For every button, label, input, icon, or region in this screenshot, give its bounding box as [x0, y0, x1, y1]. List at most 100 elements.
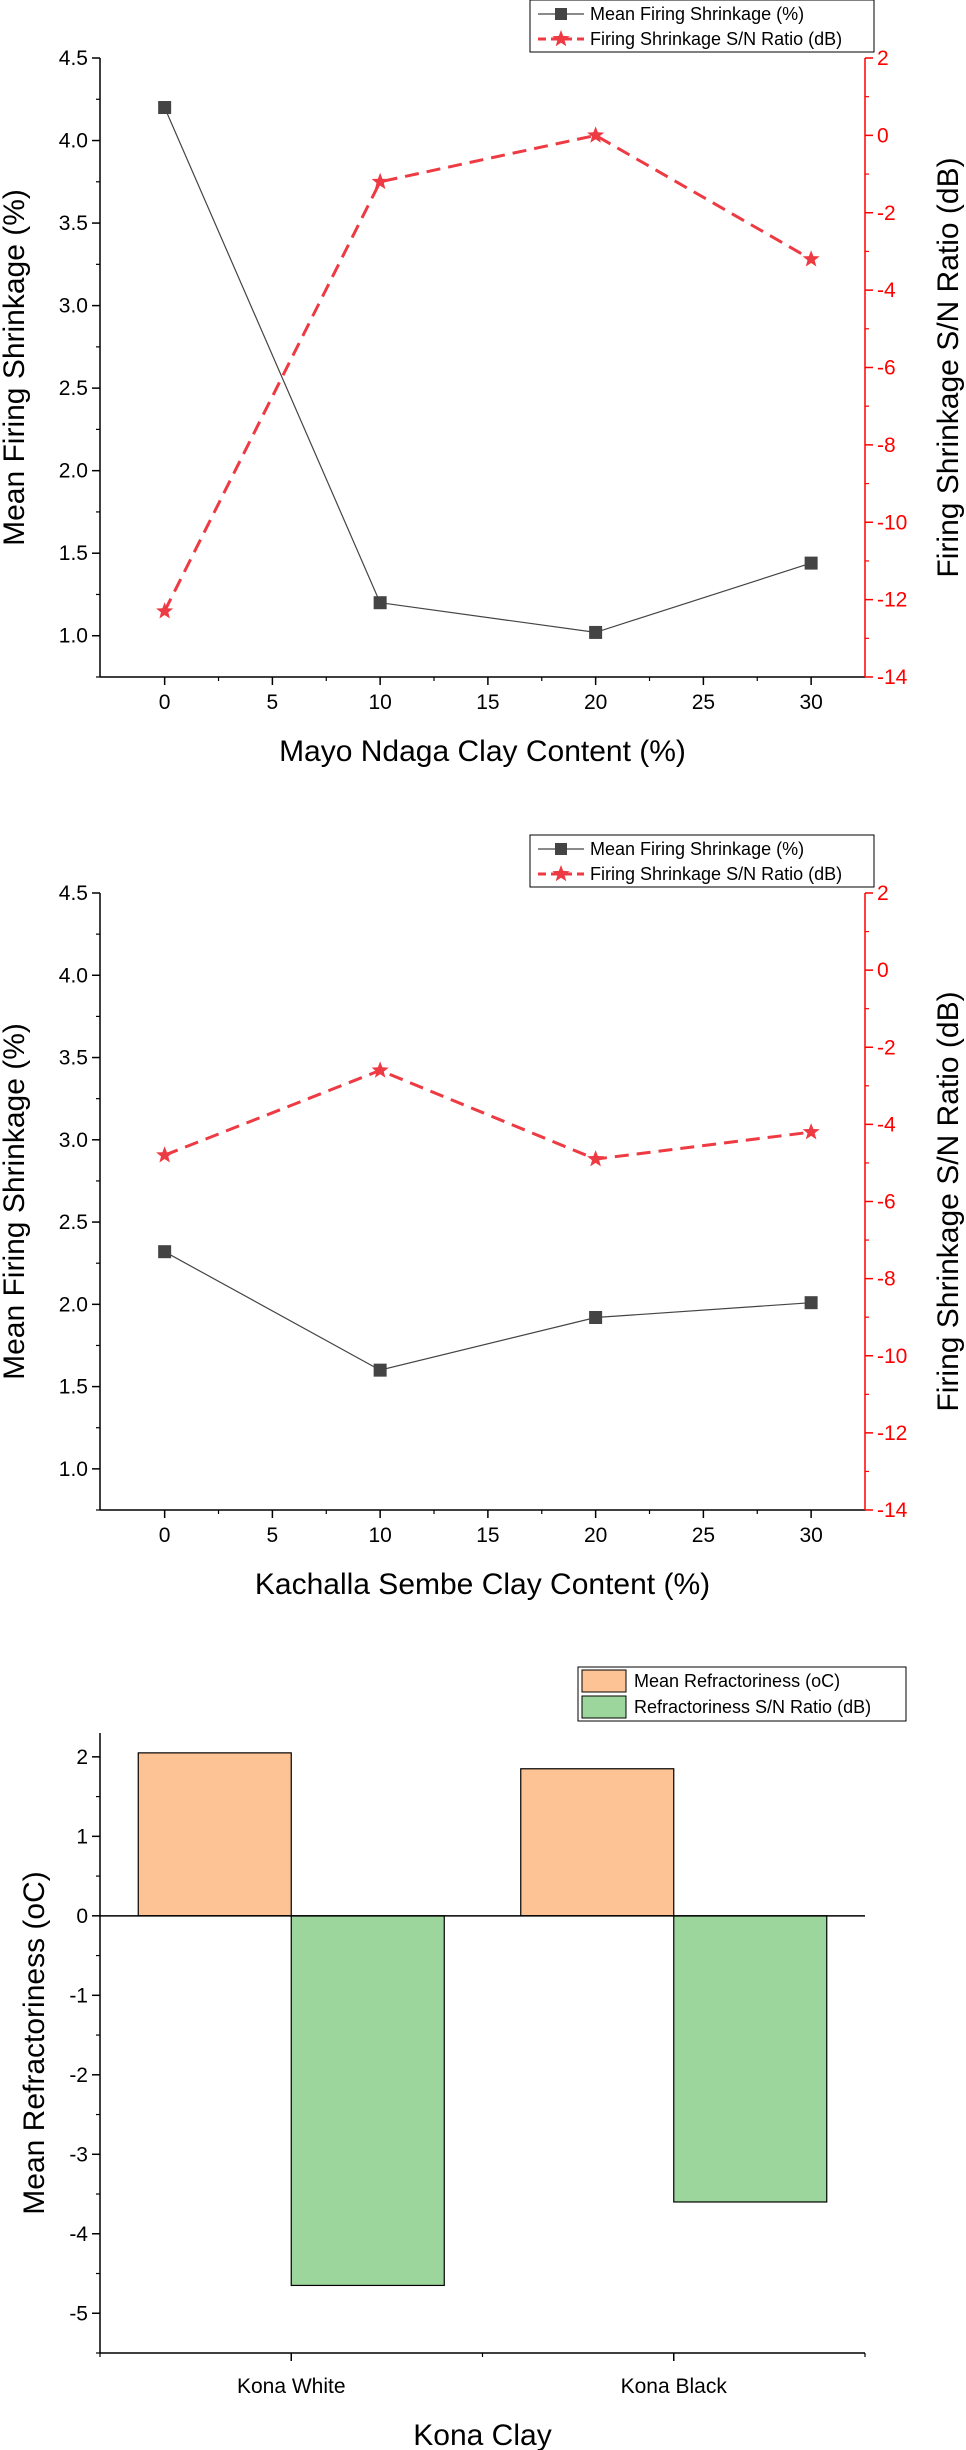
y2-tick-label: -10 — [877, 1345, 907, 1368]
y-tick-label: 1.5 — [59, 542, 88, 565]
y-tick-label: 2.0 — [59, 1293, 88, 1316]
y2-tick-label: -14 — [877, 1499, 908, 1522]
bar-1 — [520, 1768, 675, 1917]
x-tick-label: 0 — [159, 691, 171, 714]
legend-marker — [552, 30, 570, 47]
y-tick-label: 4.0 — [59, 964, 88, 987]
y2-tick-label: -12 — [877, 1422, 907, 1445]
data-point — [802, 250, 820, 267]
y2-tick-label: 2 — [877, 882, 889, 905]
x-axis-label: Kona Clay — [413, 2419, 551, 2450]
legend-marker — [552, 865, 570, 882]
chart-2: 0 5 10 15 20 25 301.01.52.02.53.03.54.04.5-14-… — [0, 834, 965, 1601]
chart-1: 0 5 10 15 20 25 301.01.52.02.53.03.54.04.5-14-… — [0, 0, 965, 768]
y-axis-label: Mean Firing Shrinkage (%) — [0, 189, 31, 546]
data-point — [156, 602, 174, 619]
series-line-1 — [164, 107, 812, 634]
series-line-1 — [164, 1251, 812, 1371]
legend-box — [529, 834, 875, 888]
legend-marker — [555, 843, 567, 855]
data-point — [158, 101, 172, 115]
y-axis-label: Mean Firing Shrinkage (%) — [0, 1023, 31, 1380]
legend: Mean Firing Shrinkage (%) Firing Shrinkag… — [529, 834, 875, 888]
x-tick-label: 30 — [799, 691, 822, 714]
legend: Mean Refractoriness (oC) Refractoriness S… — [577, 1666, 907, 1722]
data-point — [802, 1123, 820, 1140]
y-tick-label: 4.0 — [59, 130, 88, 153]
x-tick-label: 10 — [368, 1524, 391, 1547]
y2-tick-label: -6 — [877, 1191, 896, 1214]
y-tick-label: 2.5 — [59, 1211, 88, 1234]
data-point — [373, 596, 387, 610]
y2-tick-label: -8 — [877, 1268, 896, 1291]
legend-label: Mean Refractoriness (oC) — [634, 1671, 840, 1691]
y-tick-label: 3.5 — [59, 212, 88, 235]
x-tick-label: 20 — [584, 691, 607, 714]
legend: Mean Firing Shrinkage (%) Firing Shrinkag… — [529, 0, 875, 53]
x-tick-label: 25 — [692, 1524, 715, 1547]
x-tick-label: Kona White — [237, 2375, 346, 2398]
y-tick-label: 1 — [76, 1825, 88, 1848]
y2-axis-label: Firing Shrinkage S/N Ratio (dB) — [932, 157, 965, 577]
x-axis-label: Kachalla Sembe Clay Content (%) — [255, 1568, 710, 1601]
y-axis-label: Mean Refractoriness (oC) — [18, 1871, 51, 2214]
legend-box — [529, 0, 875, 53]
y-tick-label: -1 — [69, 1984, 88, 2007]
x-tick-label: 30 — [799, 1524, 822, 1547]
x-axis-label: Mayo Ndaga Clay Content (%) — [279, 735, 686, 768]
x-tick-label: 0 — [159, 1524, 171, 1547]
x-tick-label: 10 — [368, 691, 391, 714]
y2-tick-label: -4 — [877, 279, 896, 302]
y-tick-label: 1.0 — [59, 1458, 88, 1481]
y-tick-label: 2 — [76, 1746, 88, 1769]
bar-2 — [290, 1915, 445, 2287]
x-tick-label: 20 — [584, 1524, 607, 1547]
x-tick-label: Kona Black — [621, 2375, 728, 2398]
y2-tick-label: 0 — [877, 959, 889, 982]
data-point — [589, 625, 603, 639]
y-tick-label: 3.5 — [59, 1047, 88, 1070]
y-tick-label: 3.0 — [59, 1129, 88, 1152]
legend-box — [577, 1666, 907, 1722]
y2-tick-label: -12 — [877, 589, 907, 612]
data-point — [589, 1310, 603, 1324]
x-tick-label: 15 — [476, 1524, 499, 1547]
y-tick-label: 4.5 — [59, 47, 88, 70]
data-point — [158, 1245, 172, 1259]
chart-3: -5 -4 -3 -2 -1 0 1 2 Kona White Kona Black Kona Cl… — [18, 1666, 907, 2450]
y-tick-label: 3.0 — [59, 295, 88, 318]
x-tick-label: 5 — [267, 1524, 279, 1547]
y2-tick-label: 2 — [877, 47, 889, 70]
data-point — [804, 556, 818, 570]
y-tick-label: -4 — [69, 2223, 88, 2246]
x-tick-label: 5 — [267, 691, 279, 714]
data-point — [371, 172, 389, 190]
y2-tick-label: -6 — [877, 357, 896, 380]
data-point — [156, 1146, 174, 1163]
data-point — [587, 1150, 605, 1167]
data-point — [587, 126, 605, 143]
y-tick-label: 1.0 — [59, 625, 88, 648]
data-point — [804, 1296, 818, 1310]
y2-tick-label: -4 — [877, 1113, 896, 1136]
bar-2 — [673, 1915, 828, 2203]
legend-label: Refractoriness S/N Ratio (dB) — [634, 1697, 871, 1717]
legend-swatch — [581, 1695, 627, 1719]
y2-tick-label: -2 — [877, 1036, 896, 1059]
y-tick-label: -3 — [69, 2143, 88, 2166]
y2-tick-label: 0 — [877, 124, 889, 147]
y2-tick-label: -8 — [877, 434, 896, 457]
y-tick-label: -5 — [69, 2302, 88, 2325]
y2-axis-label: Firing Shrinkage S/N Ratio (dB) — [932, 991, 965, 1411]
legend-marker — [555, 8, 567, 20]
legend-label: Mean Firing Shrinkage (%) — [590, 839, 804, 859]
x-tick-label: 15 — [476, 691, 499, 714]
y-tick-label: -2 — [69, 2064, 88, 2087]
y-tick-label: 4.5 — [59, 882, 88, 905]
legend-label: Firing Shrinkage S/N Ratio (dB) — [590, 864, 842, 884]
y2-tick-label: -14 — [877, 666, 908, 689]
y-tick-label: 1.5 — [59, 1376, 88, 1399]
x-tick-label: 25 — [692, 691, 715, 714]
legend-swatch — [581, 1669, 627, 1693]
